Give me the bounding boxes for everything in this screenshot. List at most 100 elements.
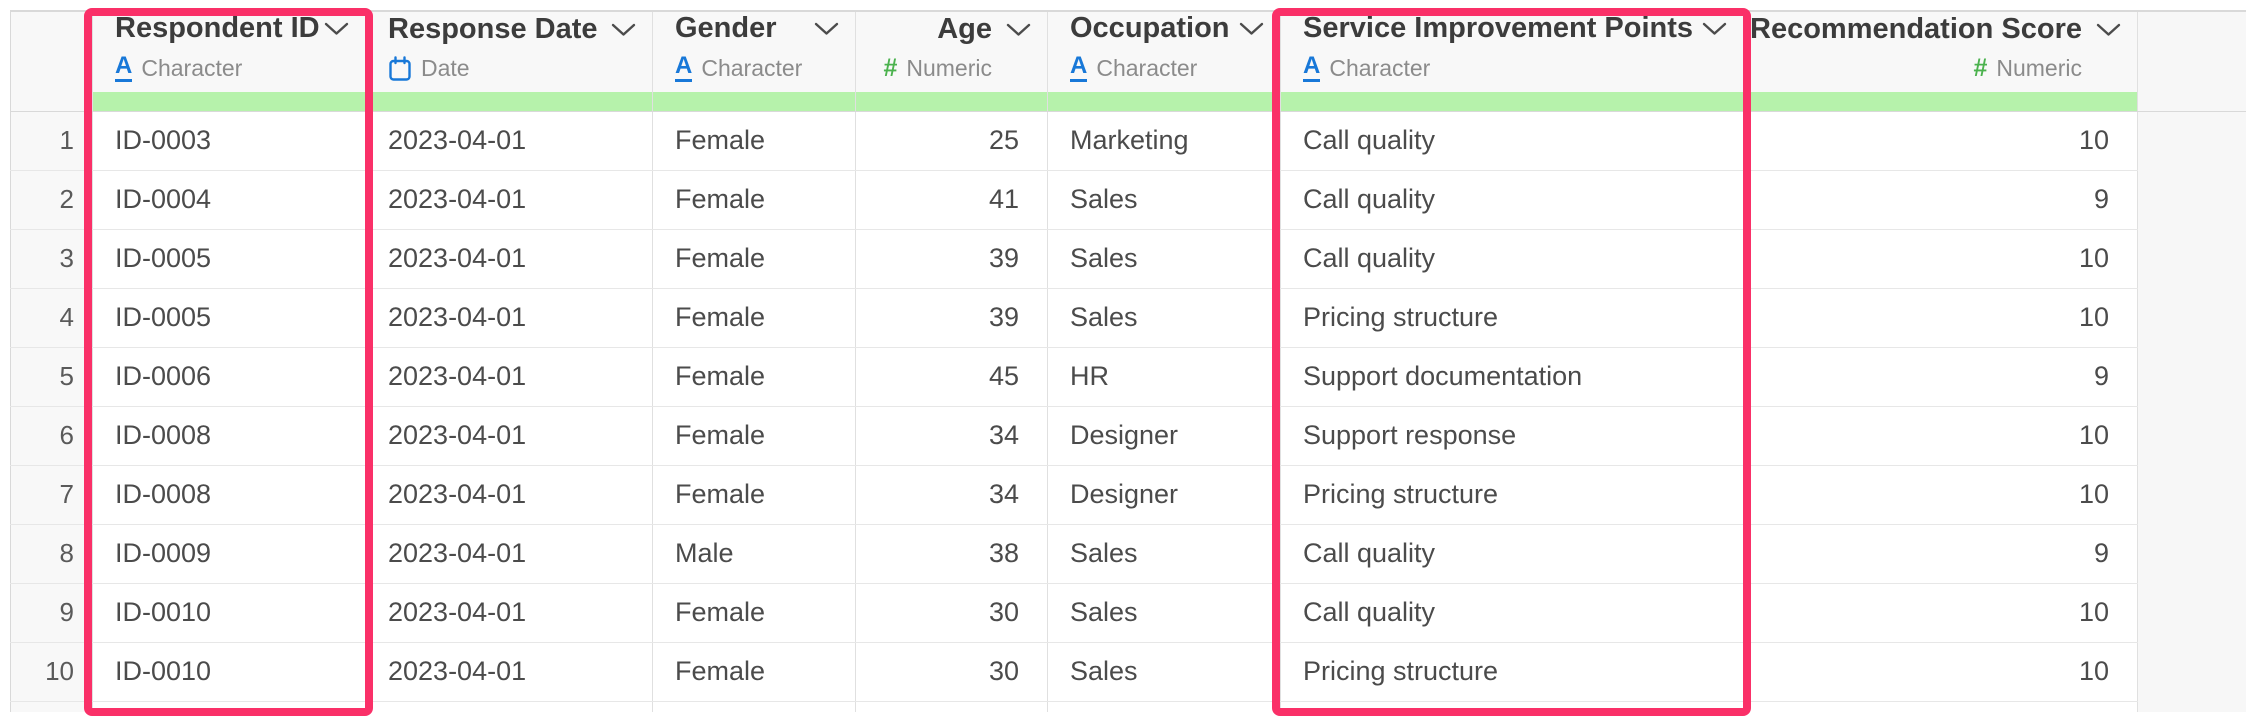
cell-recommendation_score: 10 <box>1743 583 2138 643</box>
table-row: 2 ID-0004 2023-04-01 Female 41 Sales Call qual… <box>10 170 2246 230</box>
cell-respondent_id: ID-0004 <box>92 170 366 230</box>
row-number: 2 <box>10 170 93 230</box>
cell-service_improvement_points: Pricing structure <box>1280 465 1744 525</box>
cell-response_date: 2023-04-01 <box>365 111 653 171</box>
cell-respondent_id: ID-0006 <box>92 347 366 407</box>
numeric-icon: # <box>1973 54 1988 82</box>
chevron-down-icon[interactable] <box>1239 22 1264 36</box>
cell-occupation: Designer <box>1047 406 1281 466</box>
cell-respondent_id: ID-0010 <box>92 583 366 643</box>
cell-recommendation_score: 9 <box>1743 347 2138 407</box>
cell-recommendation_score: 10 <box>1743 406 2138 466</box>
chevron-down-icon[interactable] <box>2096 23 2121 37</box>
cell-age: 45 <box>855 347 1048 407</box>
column-type-label: Character <box>1329 54 1431 81</box>
cell-age: 25 <box>855 111 1048 171</box>
cell-gender: Female <box>652 583 856 643</box>
cell-response_date: 2023-04-01 <box>365 465 653 525</box>
column-header-gender[interactable]: Gender A Character <box>652 11 856 92</box>
cell-response_date: 2023-04-01 <box>365 583 653 643</box>
cell-service_improvement_points: Pricing structure <box>1280 642 1744 702</box>
cell-gender: Female <box>652 111 856 171</box>
green-bar-segment <box>365 92 653 112</box>
table-row: 5 ID-0006 2023-04-01 Female 45 HR Support docu… <box>10 347 2246 407</box>
table-row: 4 ID-0005 2023-04-01 Female 39 Sales Pricing s… <box>10 288 2246 348</box>
cell-recommendation_score: 10 <box>1743 229 2138 289</box>
table-row: 1 ID-0003 2023-04-01 Female 25 Marketing Call … <box>10 111 2246 171</box>
cell-recommendation_score: 9 <box>1743 524 2138 584</box>
column-title: Recommendation Score <box>1750 13 2082 45</box>
date-icon <box>388 55 412 82</box>
column-title: Service Improvement Points <box>1303 12 1694 44</box>
table-body: 1 ID-0003 2023-04-01 Female 25 Marketing Call … <box>10 111 2246 712</box>
row-filler <box>2137 642 2246 701</box>
column-type-label: Numeric <box>1996 55 2082 81</box>
row-filler <box>2137 170 2246 229</box>
cell-gender: Female <box>652 288 856 348</box>
table-row: 9 ID-0010 2023-04-01 Female 30 Sales Call qual… <box>10 583 2246 643</box>
row-filler <box>2137 347 2246 406</box>
chevron-down-icon[interactable] <box>1702 22 1727 36</box>
header-row: Respondent ID A Character Response Date Date… <box>10 11 2246 92</box>
cell-age: 30 <box>855 642 1048 702</box>
green-bar-filler <box>2137 92 2246 112</box>
column-header-occupation[interactable]: Occupation A Character <box>1047 11 1281 92</box>
table-row: 7 ID-0008 2023-04-01 Female 34 Designer Pricin… <box>10 465 2246 525</box>
numeric-icon: # <box>883 54 898 82</box>
green-separator-bar <box>10 92 2246 112</box>
cell-service_improvement_points: Call quality <box>1280 111 1744 171</box>
character-icon: A <box>115 54 133 82</box>
row-number: 3 <box>10 229 93 289</box>
column-header-age[interactable]: Age # Numeric <box>855 11 1048 92</box>
chevron-down-icon[interactable] <box>814 22 839 36</box>
row-filler <box>2137 583 2246 642</box>
cell-gender: Female <box>652 170 856 230</box>
cell-gender: Male <box>652 524 856 584</box>
row-number: 1 <box>10 111 93 171</box>
cell-age: 38 <box>855 524 1048 584</box>
chevron-down-icon[interactable] <box>324 22 349 36</box>
empty-area <box>2137 11 2246 92</box>
row-filler <box>2137 288 2246 347</box>
row-filler <box>2137 406 2246 465</box>
column-title: Gender <box>675 12 777 44</box>
cell-recommendation_score: 10 <box>1743 642 2138 702</box>
column-header-recommendation_score[interactable]: Recommendation Score # Numeric <box>1743 11 2138 92</box>
cell-occupation: Sales <box>1047 583 1281 643</box>
chevron-down-icon[interactable] <box>611 23 636 37</box>
cell-occupation: Sales <box>1047 229 1281 289</box>
data-table: Respondent ID A Character Response Date Date… <box>10 10 2246 712</box>
table-row: 3 ID-0005 2023-04-01 Female 39 Sales Call qual… <box>10 229 2246 289</box>
column-header-response_date[interactable]: Response Date Date <box>365 11 653 92</box>
column-header-service_improvement_points[interactable]: Service Improvement Points A Character <box>1280 11 1744 92</box>
cell-age: 34 <box>855 465 1048 525</box>
chevron-down-icon[interactable] <box>1006 23 1031 37</box>
row-number: 8 <box>10 524 93 584</box>
cell-gender: Female <box>652 465 856 525</box>
cell-gender: Female <box>652 347 856 407</box>
row-number: 4 <box>10 288 93 348</box>
row-filler <box>2137 524 2246 583</box>
cell-service_improvement_points: Support response <box>1280 406 1744 466</box>
cell-respondent_id: ID-0008 <box>92 465 366 525</box>
green-bar-segment <box>92 92 366 112</box>
row-filler <box>2137 229 2246 288</box>
green-bar-segment <box>1743 92 2138 112</box>
cell-service_improvement_points: Call quality <box>1280 170 1744 230</box>
column-type-label: Date <box>421 55 470 81</box>
cell-respondent_id: ID-0005 <box>92 229 366 289</box>
cell-respondent_id: ID-0009 <box>92 524 366 584</box>
cell-recommendation_score: 10 <box>1743 288 2138 348</box>
cell-service_improvement_points: Call quality <box>1280 229 1744 289</box>
cell-occupation: Sales <box>1047 288 1281 348</box>
cell-occupation: Designer <box>1047 465 1281 525</box>
cell-age: 34 <box>855 406 1048 466</box>
character-icon: A <box>675 54 693 82</box>
cell-respondent_id: ID-0010 <box>92 642 366 702</box>
cell-response_date: 2023-04-01 <box>365 288 653 348</box>
column-header-respondent_id[interactable]: Respondent ID A Character <box>92 11 366 92</box>
column-title: Age <box>937 13 992 45</box>
cell-response_date: 2023-04-01 <box>365 524 653 584</box>
green-bar-segment <box>855 92 1048 112</box>
green-bar-segment <box>1280 92 1744 112</box>
